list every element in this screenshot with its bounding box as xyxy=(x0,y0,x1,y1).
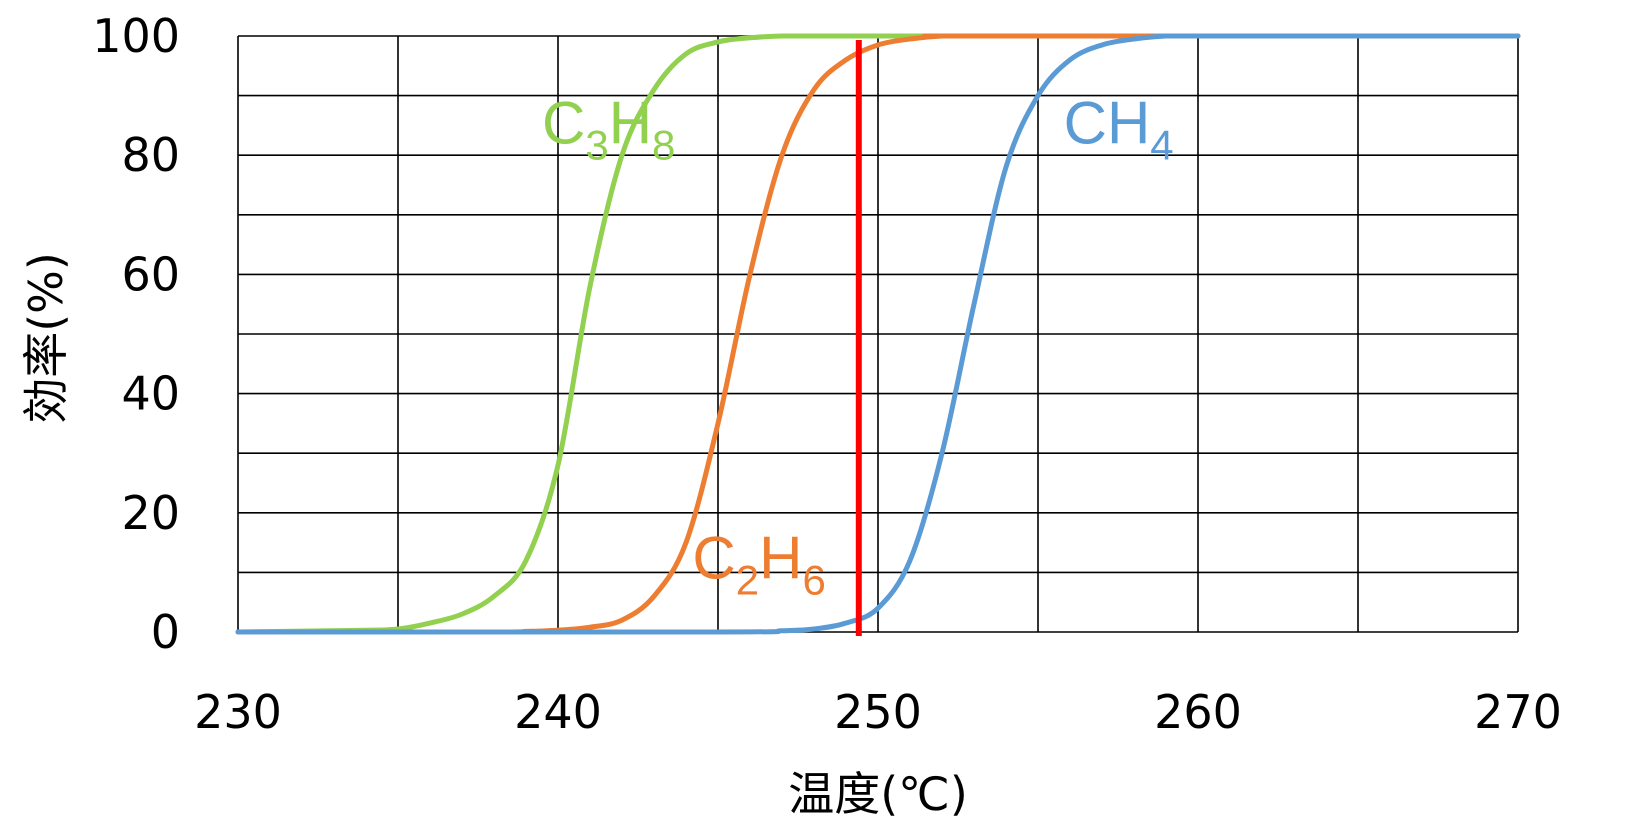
series-label-c2h6: C2H6 xyxy=(692,524,825,603)
y-axis-label: 効率(%) xyxy=(19,252,73,424)
series-lines xyxy=(235,33,1521,635)
series-line-ch4 xyxy=(235,33,1521,635)
y-tick-label: 100 xyxy=(92,9,180,63)
x-tick-label: 250 xyxy=(834,685,922,739)
series-label-ch4: CH4 xyxy=(1064,89,1174,168)
x-axis-ticks: 230 240 250 260 270 xyxy=(194,685,1562,739)
series-label-c3h8: C3H8 xyxy=(542,89,675,168)
x-tick-label: 260 xyxy=(1154,685,1242,739)
y-tick-label: 20 xyxy=(121,486,180,540)
x-tick-label: 240 xyxy=(514,685,602,739)
series-labels: C3H8 C2H6 CH4 xyxy=(542,89,1174,603)
x-tick-label: 230 xyxy=(194,685,282,739)
x-axis-label: 温度(℃) xyxy=(788,767,968,821)
y-tick-label: 40 xyxy=(121,367,180,421)
x-tick-label: 270 xyxy=(1474,685,1562,739)
y-axis-ticks: 0 20 40 60 80 100 xyxy=(92,9,180,659)
series-line-c3h8 xyxy=(235,33,1521,635)
y-tick-label: 60 xyxy=(121,247,180,301)
plot-grid xyxy=(237,35,1519,633)
y-tick-label: 80 xyxy=(121,128,180,182)
y-tick-label: 0 xyxy=(151,605,180,659)
